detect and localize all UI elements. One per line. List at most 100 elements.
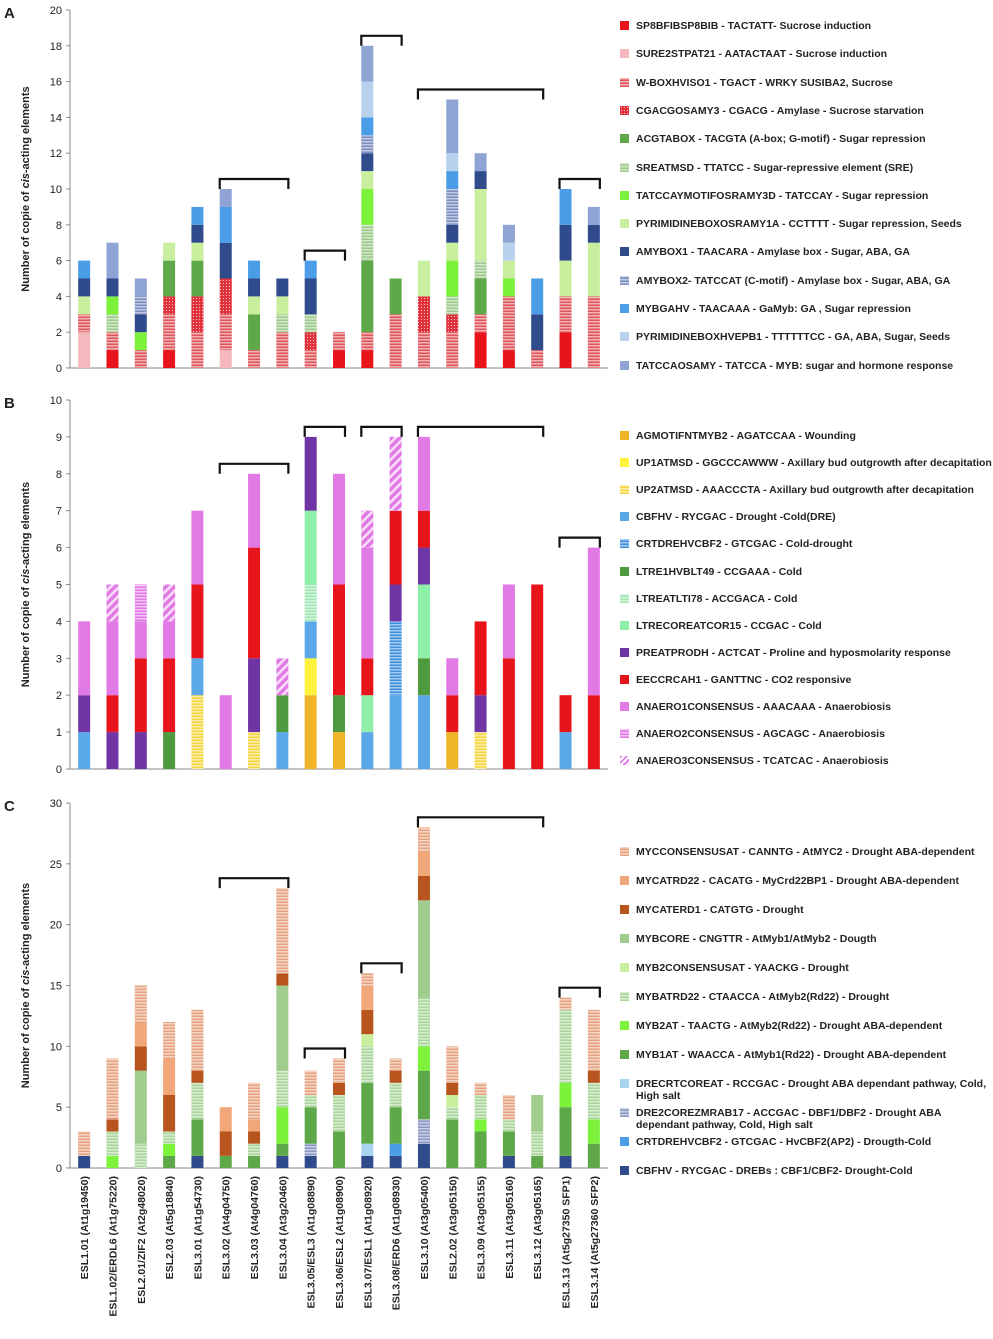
bar-segment <box>389 695 402 769</box>
bar-segment <box>163 350 176 368</box>
legend-label: LTREATLTI78 - ACCGACA - Cold <box>636 592 798 605</box>
legend-swatch <box>620 1137 629 1146</box>
legend-label: ACGTABOX - TACGTA (A-box; G-motif) - Sug… <box>636 133 926 146</box>
y-tick-label: 2 <box>56 690 62 702</box>
bar-segment <box>333 1131 345 1168</box>
bar-segment <box>134 278 147 297</box>
legend-swatch <box>620 756 629 766</box>
group-bracket <box>303 425 347 437</box>
x-tick-label: ESL3.07/ESL1 (At1g08920) <box>362 1176 374 1308</box>
bar-segment <box>474 695 487 733</box>
bar-segment-pattern <box>134 296 147 315</box>
group-bracket <box>416 816 545 828</box>
legend-swatch <box>620 620 629 630</box>
bar-segment-pattern <box>78 1131 91 1156</box>
bar-segment-pattern <box>417 997 430 1047</box>
legend-swatch <box>620 647 629 657</box>
bar-segment-pattern <box>276 888 289 974</box>
legend-swatch <box>620 275 629 285</box>
bar-segment <box>361 117 374 136</box>
bar-segment <box>361 260 374 333</box>
panel-letter: B <box>4 395 15 412</box>
bar-segment-pattern <box>446 314 459 333</box>
bar-segment <box>446 1119 459 1168</box>
y-tick-label: 25 <box>50 859 62 871</box>
y-tick-label: 9 <box>56 432 62 444</box>
legend-label: W-BOXHVISO1 - TGACT - WRKY SUSIBA2, Sucr… <box>636 76 893 89</box>
x-labels: ESL1.01 (At1g19450) ESL1.02/ERDL6 (At1g75… <box>79 1176 601 1317</box>
bar-segment <box>417 260 430 297</box>
legend-label: CBFHV - RYCGAC - Drought -Cold(DRE) <box>636 511 836 524</box>
bar-segment <box>474 171 487 189</box>
bar-segment <box>502 260 515 279</box>
legend-label: MYB2CONSENSUSAT - YAACKG - Drought <box>636 962 849 974</box>
bar-segment-pattern <box>417 332 430 368</box>
x-tick-label: ESL2.01/ZIF2 (At2g48020) <box>136 1176 148 1304</box>
bar-segment-pattern <box>389 621 402 696</box>
x-tick-label: ESL3.02 (At4g04750) <box>221 1176 233 1279</box>
legend-swatch <box>620 963 629 972</box>
y-axis-label: Number of copie of cis-acting elements <box>20 883 32 1088</box>
bar-segment <box>78 296 91 315</box>
panel-letter: C <box>4 798 15 815</box>
legend-swatch <box>620 593 629 603</box>
legend-swatch <box>620 566 629 576</box>
bar-segment <box>163 1058 176 1095</box>
bar-segment-pattern <box>219 314 232 351</box>
legend-label: MYB1AT - WAACCA - AtMyb1(Rd22) - Drought… <box>636 1049 947 1061</box>
bar-segment <box>361 547 374 659</box>
bar-segment <box>361 81 374 118</box>
x-tick-label: ESL3.08/ERD6 (At1g08930) <box>391 1176 403 1310</box>
y-tick-label: 4 <box>56 291 62 303</box>
bar-segment <box>191 1155 204 1168</box>
bar-segment <box>559 732 572 769</box>
group-bracket <box>303 1047 347 1059</box>
group-bracket <box>360 34 403 46</box>
bar-segment-pattern <box>474 260 487 279</box>
legend-swatch <box>620 934 629 943</box>
bar-segment-pattern <box>219 278 232 315</box>
bar-segment <box>163 1143 176 1156</box>
bar-segment <box>446 658 459 696</box>
group-bracket <box>416 88 545 100</box>
legend-label: ANAERO1CONSENSUS - AAACAAA - Anaerobiosi… <box>636 701 891 713</box>
group-bracket <box>218 177 290 189</box>
bar-segment <box>531 314 544 351</box>
bar-segment-pattern <box>502 1119 515 1132</box>
bar-segment <box>417 1046 430 1071</box>
legend-swatch <box>620 1021 629 1030</box>
bar-segment <box>276 985 289 1071</box>
bar-segment <box>163 621 176 659</box>
legend-swatch <box>620 304 629 313</box>
bar-segment <box>106 278 119 297</box>
bar-segment <box>276 1155 289 1168</box>
bar-segment-pattern <box>389 436 402 511</box>
bar-segment <box>361 189 374 225</box>
y-tick-label: 0 <box>56 363 62 375</box>
legend-swatch <box>620 876 629 885</box>
bar-segment <box>191 206 204 225</box>
bar-segment <box>78 278 91 297</box>
legend-swatch <box>620 1050 629 1059</box>
bar-segment <box>191 584 204 659</box>
bar-segment <box>446 171 459 189</box>
group-bracket <box>360 425 403 437</box>
legend-label: SP8BFIBSP8BIB - TACTATT- Sucrose inducti… <box>636 20 872 32</box>
x-tick-label: ESL1.02/ERDL6 (At1g75220) <box>107 1176 119 1317</box>
legend-label: MYBGAHV - TAACAAA - GaMyb: GA , Sugar re… <box>636 303 911 315</box>
bar-segment <box>248 658 261 733</box>
bar-segment <box>106 1155 119 1168</box>
bar-segment <box>191 224 204 243</box>
legend-label: DRECRTCOREAT - RCCGAC - Drought ABA depe… <box>636 1078 986 1102</box>
legend-swatch <box>620 49 629 59</box>
bar-segment <box>248 296 261 315</box>
bar-segment <box>163 658 176 733</box>
bar-segment <box>219 206 232 243</box>
bar-segment <box>361 732 374 769</box>
legend-label: PREATPRODH - ACTCAT - Proline and hyposm… <box>636 646 951 659</box>
y-tick-label: 2 <box>56 327 62 339</box>
bar-segment-pattern <box>276 658 289 696</box>
x-tick-label: ESL3.03 (At4g04760) <box>249 1176 261 1279</box>
bar-segment-pattern <box>106 1058 119 1120</box>
